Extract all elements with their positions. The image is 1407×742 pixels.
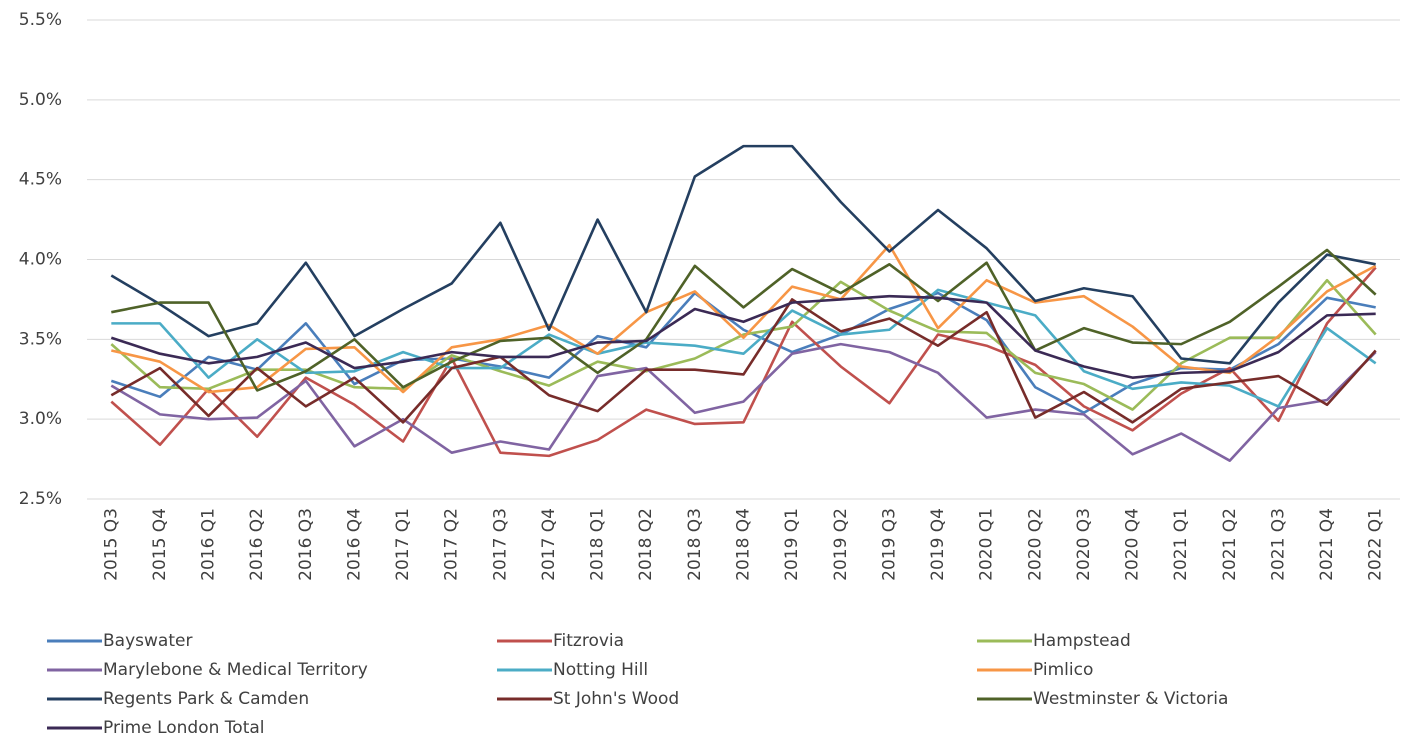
legend-label: Hampstead [1033, 631, 1131, 651]
y-tick-label: 5.0% [19, 90, 62, 110]
x-tick-label: 2018 Q4 [734, 508, 754, 581]
x-tick-label: 2017 Q1 [393, 508, 413, 581]
x-tick-label: 2016 Q3 [296, 508, 316, 581]
series-line [110, 298, 1377, 424]
legend-label: Regents Park & Camden [103, 689, 309, 709]
x-tick-label: 2017 Q2 [442, 508, 462, 581]
x-tick-label: 2019 Q3 [879, 508, 899, 581]
x-tick-label: 2018 Q1 [588, 508, 608, 581]
series-line [110, 294, 1376, 379]
series-line [110, 342, 1377, 462]
y-tick-label: 4.0% [19, 250, 62, 270]
x-tick-label: 2016 Q2 [247, 508, 267, 581]
series-line [110, 144, 1376, 365]
x-tick-label: 2019 Q1 [782, 508, 802, 581]
x-tick-label: 2015 Q4 [150, 508, 170, 581]
legend-label: Notting Hill [553, 660, 648, 680]
legend-label: Fitzrovia [553, 631, 624, 651]
y-tick-label: 3.5% [19, 329, 62, 349]
series-line [111, 288, 1377, 408]
x-tick-label: 2019 Q4 [928, 508, 948, 581]
x-tick-label: 2016 Q4 [344, 508, 364, 581]
y-tick-label: 2.5% [19, 489, 62, 509]
x-tick-label: 2021 Q1 [1171, 508, 1191, 581]
legend-label: Westminster & Victoria [1033, 689, 1228, 709]
x-tick-label: 2015 Q3 [101, 508, 121, 581]
x-tick-label: 2021 Q3 [1268, 508, 1288, 581]
y-tick-label: 3.0% [19, 409, 62, 429]
series-line [111, 243, 1377, 394]
x-tick-label: 2017 Q3 [490, 508, 510, 581]
x-tick-label: 2018 Q3 [685, 508, 705, 581]
x-tick-label: 2020 Q3 [1074, 508, 1094, 581]
x-tick-label: 2021 Q2 [1220, 508, 1240, 581]
legend-label: Bayswater [103, 631, 192, 651]
legend-label: Pimlico [1033, 660, 1093, 680]
x-tick-label: 2020 Q1 [977, 508, 997, 581]
series-line [111, 248, 1377, 392]
x-tick-label: 2018 Q2 [636, 508, 656, 581]
legend-label: Marylebone & Medical Territory [103, 660, 368, 680]
legend-label: St John's Wood [553, 689, 679, 709]
x-tick-label: 2019 Q2 [831, 508, 851, 581]
series-line [110, 266, 1377, 458]
y-tick-label: 4.5% [19, 170, 62, 190]
x-tick-label: 2016 Q1 [199, 508, 219, 581]
x-tick-label: 2021 Q4 [1317, 508, 1337, 581]
x-tick-label: 2022 Q1 [1366, 508, 1386, 581]
x-tick-label: 2017 Q4 [539, 508, 559, 581]
x-tick-label: 2020 Q2 [1025, 508, 1045, 581]
y-tick-label: 5.5% [19, 10, 62, 30]
legend-label: Prime London Total [103, 718, 265, 738]
x-tick-label: 2020 Q4 [1123, 508, 1143, 581]
series-line [110, 278, 1377, 411]
